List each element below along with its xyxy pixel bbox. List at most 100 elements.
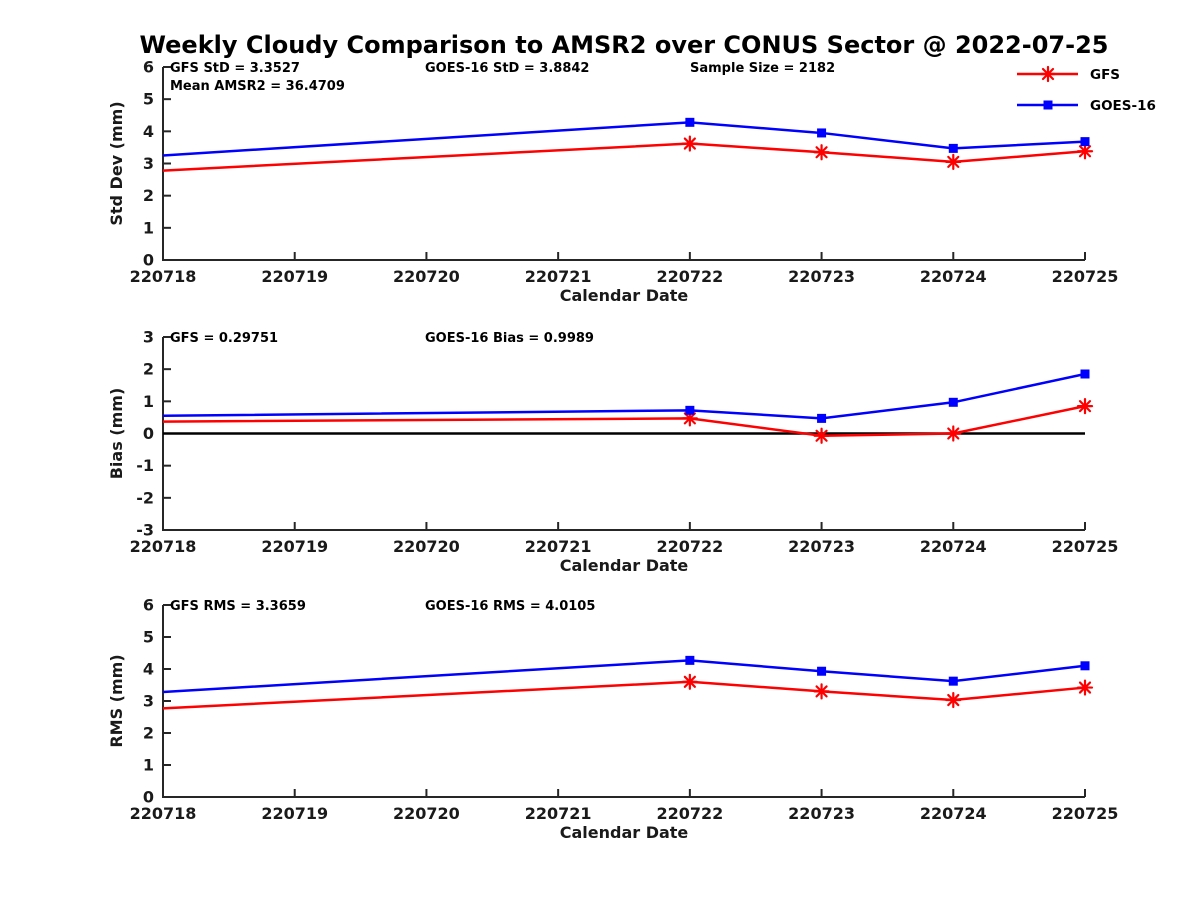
asterisk-spoke (947, 427, 960, 440)
asterisk-spoke (683, 412, 696, 425)
x-tick-label: 220723 (788, 267, 855, 286)
stat-annotation: Mean AMSR2 = 36.4709 (170, 79, 345, 94)
x-axis-label: Calendar Date (560, 286, 689, 305)
gfs-marker (681, 673, 698, 690)
x-tick-label: 220723 (788, 804, 855, 823)
x-tick-label: 220724 (920, 537, 987, 556)
x-tick-label: 220722 (656, 537, 723, 556)
asterisk-spoke (815, 429, 828, 442)
x-axis-label: Calendar Date (560, 556, 689, 575)
gfs-marker (681, 135, 698, 152)
x-tick-label: 220725 (1052, 267, 1119, 286)
gfs-marker (945, 691, 962, 709)
y-axis-label: Bias (mm) (107, 388, 126, 480)
y-tick-label: 6 (143, 596, 154, 615)
y-tick-label: 1 (143, 756, 154, 775)
x-tick-label: 220724 (920, 267, 987, 286)
x-tick-label: 220721 (525, 537, 592, 556)
y-tick-label: 6 (143, 58, 154, 77)
goes-16-marker (685, 405, 695, 415)
goes-16-marker (817, 413, 827, 423)
legend-square-marker (1043, 100, 1053, 110)
asterisk-spoke (1041, 67, 1055, 81)
asterisk-spoke (1078, 400, 1092, 413)
x-tick-label: 220723 (788, 537, 855, 556)
y-tick-label: 2 (143, 186, 154, 205)
x-tick-label: 220718 (130, 267, 197, 286)
gfs-marker (945, 153, 962, 170)
legend-label: GOES-16 (1090, 98, 1156, 114)
y-tick-label: 0 (143, 251, 154, 270)
x-tick-label: 220721 (525, 804, 592, 823)
x-tick-label: 220725 (1052, 804, 1119, 823)
goes-16-line (162, 659, 1086, 694)
y-tick-label: -2 (136, 488, 154, 507)
goes-16-line (162, 372, 1086, 420)
stat-annotation: Sample Size = 2182 (690, 61, 835, 76)
goes-16-marker (1080, 369, 1090, 379)
gfs-marker (813, 144, 830, 161)
y-tick-label: 3 (143, 692, 154, 711)
asterisk-spoke (683, 675, 696, 688)
x-tick-label: 220718 (130, 537, 197, 556)
goes-16-marker (948, 143, 958, 153)
stat-annotation: GFS = 0.29751 (170, 331, 278, 346)
stat-annotation: GFS RMS = 3.3659 (170, 599, 306, 614)
y-axis-label: RMS (mm) (107, 654, 126, 747)
y-tick-label: 3 (143, 328, 154, 347)
asterisk-spoke (1078, 145, 1092, 158)
x-tick-label: 220719 (261, 537, 328, 556)
stat-annotation: GOES-16 RMS = 4.0105 (425, 599, 595, 614)
gfs-marker (813, 683, 830, 700)
gfs-marker (1076, 398, 1094, 415)
asterisk-spoke (815, 685, 828, 698)
x-tick-label: 220722 (656, 804, 723, 823)
stat-annotation: GOES-16 Bias = 0.9989 (425, 331, 594, 346)
y-tick-label: 1 (143, 218, 154, 237)
legend-label: GFS (1090, 67, 1120, 83)
y-axis-label: Std Dev (mm) (107, 101, 126, 225)
y-tick-label: 2 (143, 724, 154, 743)
goes-16-marker (1080, 661, 1090, 671)
y-tick-label: -3 (136, 521, 154, 540)
x-tick-label: 220719 (261, 804, 328, 823)
asterisk-spoke (815, 146, 828, 159)
asterisk-spoke (1078, 681, 1092, 694)
y-tick-label: 4 (143, 660, 154, 679)
goes-16-line (162, 121, 1086, 157)
goes-16-marker (685, 117, 695, 127)
gfs-marker (813, 427, 830, 444)
x-axis-label: Calendar Date (560, 823, 689, 842)
gfs-line (162, 680, 1086, 710)
x-tick-label: 220720 (393, 804, 460, 823)
x-tick-label: 220720 (393, 267, 460, 286)
gfs-marker (1076, 143, 1094, 160)
goes-16-marker (817, 666, 827, 676)
y-tick-label: 0 (143, 788, 154, 807)
goes-16-marker (948, 676, 958, 686)
asterisk-spoke (683, 137, 696, 150)
subplot-std: 0 1 2 3 4 5 6 220718 220719 220720 220721 220722 220… (107, 58, 1118, 306)
x-tick-label: 220718 (130, 804, 197, 823)
stat-annotation: GFS StD = 3.3527 (170, 61, 300, 76)
y-tick-label: 4 (143, 122, 154, 141)
stat-annotation: GOES-16 StD = 3.8842 (425, 61, 589, 76)
legend-asterisk-marker (1039, 65, 1057, 83)
y-tick-label: -1 (136, 456, 154, 475)
goes-16-marker (1080, 137, 1090, 147)
x-tick-label: 220720 (393, 537, 460, 556)
figure-title: Weekly Cloudy Comparison to AMSR2 over C… (139, 31, 1109, 59)
asterisk-spoke (947, 155, 960, 168)
legend: GFS GOES-16 (1017, 65, 1156, 114)
goes-16-marker (817, 128, 827, 138)
gfs-marker (1076, 679, 1094, 696)
goes-16-marker (948, 397, 958, 407)
y-tick-label: 2 (143, 360, 154, 379)
x-tick-label: 220724 (920, 804, 987, 823)
y-tick-label: 5 (143, 628, 154, 647)
y-tick-label: 3 (143, 154, 154, 173)
subplot-rms: 0 1 2 3 4 5 6 220718 220719 220720 220721 220722 220… (107, 596, 1118, 843)
y-tick-label: 5 (143, 90, 154, 109)
